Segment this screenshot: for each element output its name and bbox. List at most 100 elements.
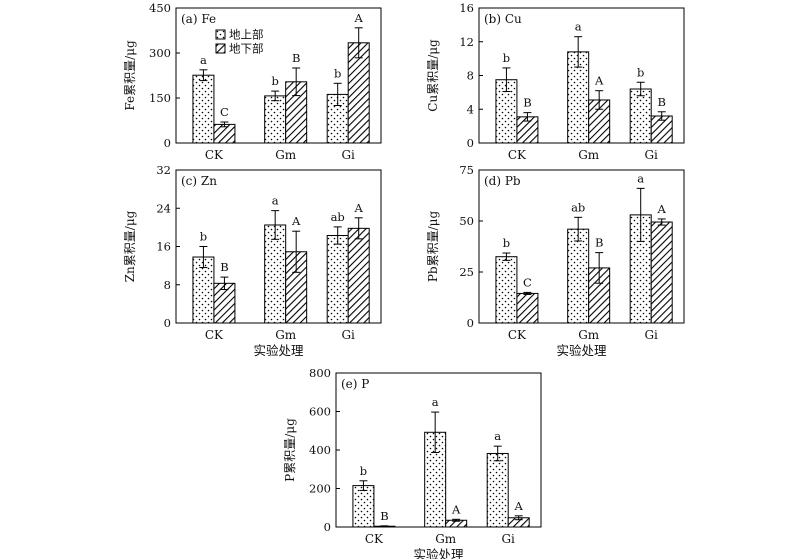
significance-letter: a xyxy=(575,20,582,34)
significance-letter: B xyxy=(657,95,665,109)
x-axis-label: 实验处理 xyxy=(556,343,607,358)
bar-above-ground xyxy=(629,88,652,144)
bar-above-ground xyxy=(567,228,590,324)
significance-letter: A xyxy=(657,202,667,216)
y-axis-label: Pb累积量/μg xyxy=(426,211,440,283)
bar-above-ground xyxy=(264,95,287,144)
legend: 地上部 地下部 xyxy=(215,28,264,56)
significance-letter: b xyxy=(637,65,644,79)
significance-letter: a xyxy=(200,53,207,67)
bar-below-ground xyxy=(516,292,539,324)
significance-letter: A xyxy=(594,74,604,88)
panel-title: (b) Cu xyxy=(484,12,522,26)
y-tick-label: 24 xyxy=(156,201,171,215)
y-tick-label: 0 xyxy=(467,316,474,330)
significance-letter: A xyxy=(451,502,461,516)
x-tick-label: Gm xyxy=(578,328,600,342)
significance-letter: b xyxy=(200,230,207,244)
legend-swatch-above xyxy=(215,29,226,40)
y-tick-label: 0 xyxy=(164,316,171,330)
y-tick-label: 0 xyxy=(164,136,171,150)
bar-above-ground xyxy=(352,485,375,528)
y-tick-label: 150 xyxy=(149,91,171,105)
bar-above-ground xyxy=(486,452,509,528)
significance-letter: A xyxy=(354,201,364,215)
x-tick-label: CK xyxy=(205,148,224,162)
significance-letter: b xyxy=(271,74,278,88)
significance-letter: ab xyxy=(331,210,345,224)
x-tick-label: CK xyxy=(205,328,224,342)
bar-above-ground xyxy=(495,256,518,324)
significance-letter: A xyxy=(291,214,301,228)
significance-letter: b xyxy=(360,464,367,478)
y-axis-label: Zn累积量/μg xyxy=(123,210,137,282)
x-tick-label: CK xyxy=(508,148,527,162)
y-tick-label: 25 xyxy=(459,265,474,279)
significance-letter: A xyxy=(354,11,364,25)
significance-letter: B xyxy=(595,236,603,250)
significance-letter: B xyxy=(523,96,531,110)
y-tick-label: 16 xyxy=(459,1,474,15)
panel-title: (c) Zn xyxy=(181,174,217,188)
y-tick-label: 16 xyxy=(156,240,171,254)
x-axis-label: 实验处理 xyxy=(413,547,464,559)
y-axis-label: P累积量/μg xyxy=(283,418,297,482)
y-tick-label: 400 xyxy=(309,443,331,457)
y-tick-label: 300 xyxy=(149,46,171,60)
significance-letter: ab xyxy=(571,200,585,214)
y-tick-label: 600 xyxy=(309,405,331,419)
x-tick-label: Gm xyxy=(435,532,457,546)
y-tick-label: 50 xyxy=(459,214,474,228)
significance-letter: a xyxy=(432,395,439,409)
x-tick-label: CK xyxy=(365,532,384,546)
significance-letter: b xyxy=(503,51,510,65)
x-tick-label: Gi xyxy=(341,328,355,342)
legend-label-above: 地上部 xyxy=(229,28,264,42)
y-tick-label: 12 xyxy=(459,35,474,49)
x-axis-label: 实验处理 xyxy=(253,343,304,358)
bar-above-ground xyxy=(192,74,215,144)
y-tick-label: 800 xyxy=(309,366,331,380)
significance-letter: B xyxy=(220,260,228,274)
y-tick-label: 4 xyxy=(467,102,474,116)
y-tick-label: 450 xyxy=(149,1,171,15)
significance-letter: a xyxy=(494,429,501,443)
y-tick-label: 8 xyxy=(467,69,474,83)
x-tick-label: Gi xyxy=(644,328,658,342)
significance-letter: b xyxy=(334,66,341,80)
significance-letter: B xyxy=(380,509,388,523)
x-tick-label: Gi xyxy=(644,148,658,162)
y-axis-label: Fe累积量/μg xyxy=(123,40,137,111)
bar-below-ground xyxy=(347,227,370,324)
chart-panel-e: 0 200 400 600 800 P累积量/μg (e) P CK b B Gm a A Gi a A 实验处… xyxy=(283,366,542,559)
chart-panel-b: 0 4 8 12 16 Cu累积量/μg (b) Cu CK b B Gm a A Gi b B xyxy=(426,1,685,162)
x-tick-label: Gm xyxy=(275,328,297,342)
panel-title: (a) Fe xyxy=(181,12,216,26)
bar-above-ground xyxy=(326,235,349,324)
legend-swatch-below xyxy=(215,43,226,54)
x-tick-label: Gm xyxy=(578,148,600,162)
panel-title: (e) P xyxy=(341,377,369,391)
significance-letter: B xyxy=(292,51,300,65)
significance-letter: C xyxy=(220,105,229,119)
significance-letter: C xyxy=(523,275,532,289)
chart-panel-d: 0 25 50 75 Pb累积量/μg (d) Pb CK b C Gm ab B Gi a A 实验处理 xyxy=(426,163,685,358)
x-tick-label: Gi xyxy=(501,532,515,546)
x-tick-label: CK xyxy=(508,328,527,342)
legend-label-below: 地下部 xyxy=(229,42,264,56)
y-tick-label: 0 xyxy=(467,136,474,150)
x-tick-label: Gm xyxy=(275,148,297,162)
x-tick-label: Gi xyxy=(341,148,355,162)
significance-letter: A xyxy=(514,499,524,513)
y-axis-label: Cu累积量/μg xyxy=(426,39,440,112)
significance-letter: b xyxy=(503,236,510,250)
y-tick-label: 32 xyxy=(156,163,171,177)
bar-below-ground xyxy=(650,221,673,324)
y-tick-label: 8 xyxy=(164,278,171,292)
y-tick-label: 0 xyxy=(324,520,331,534)
significance-letter: a xyxy=(637,171,644,185)
